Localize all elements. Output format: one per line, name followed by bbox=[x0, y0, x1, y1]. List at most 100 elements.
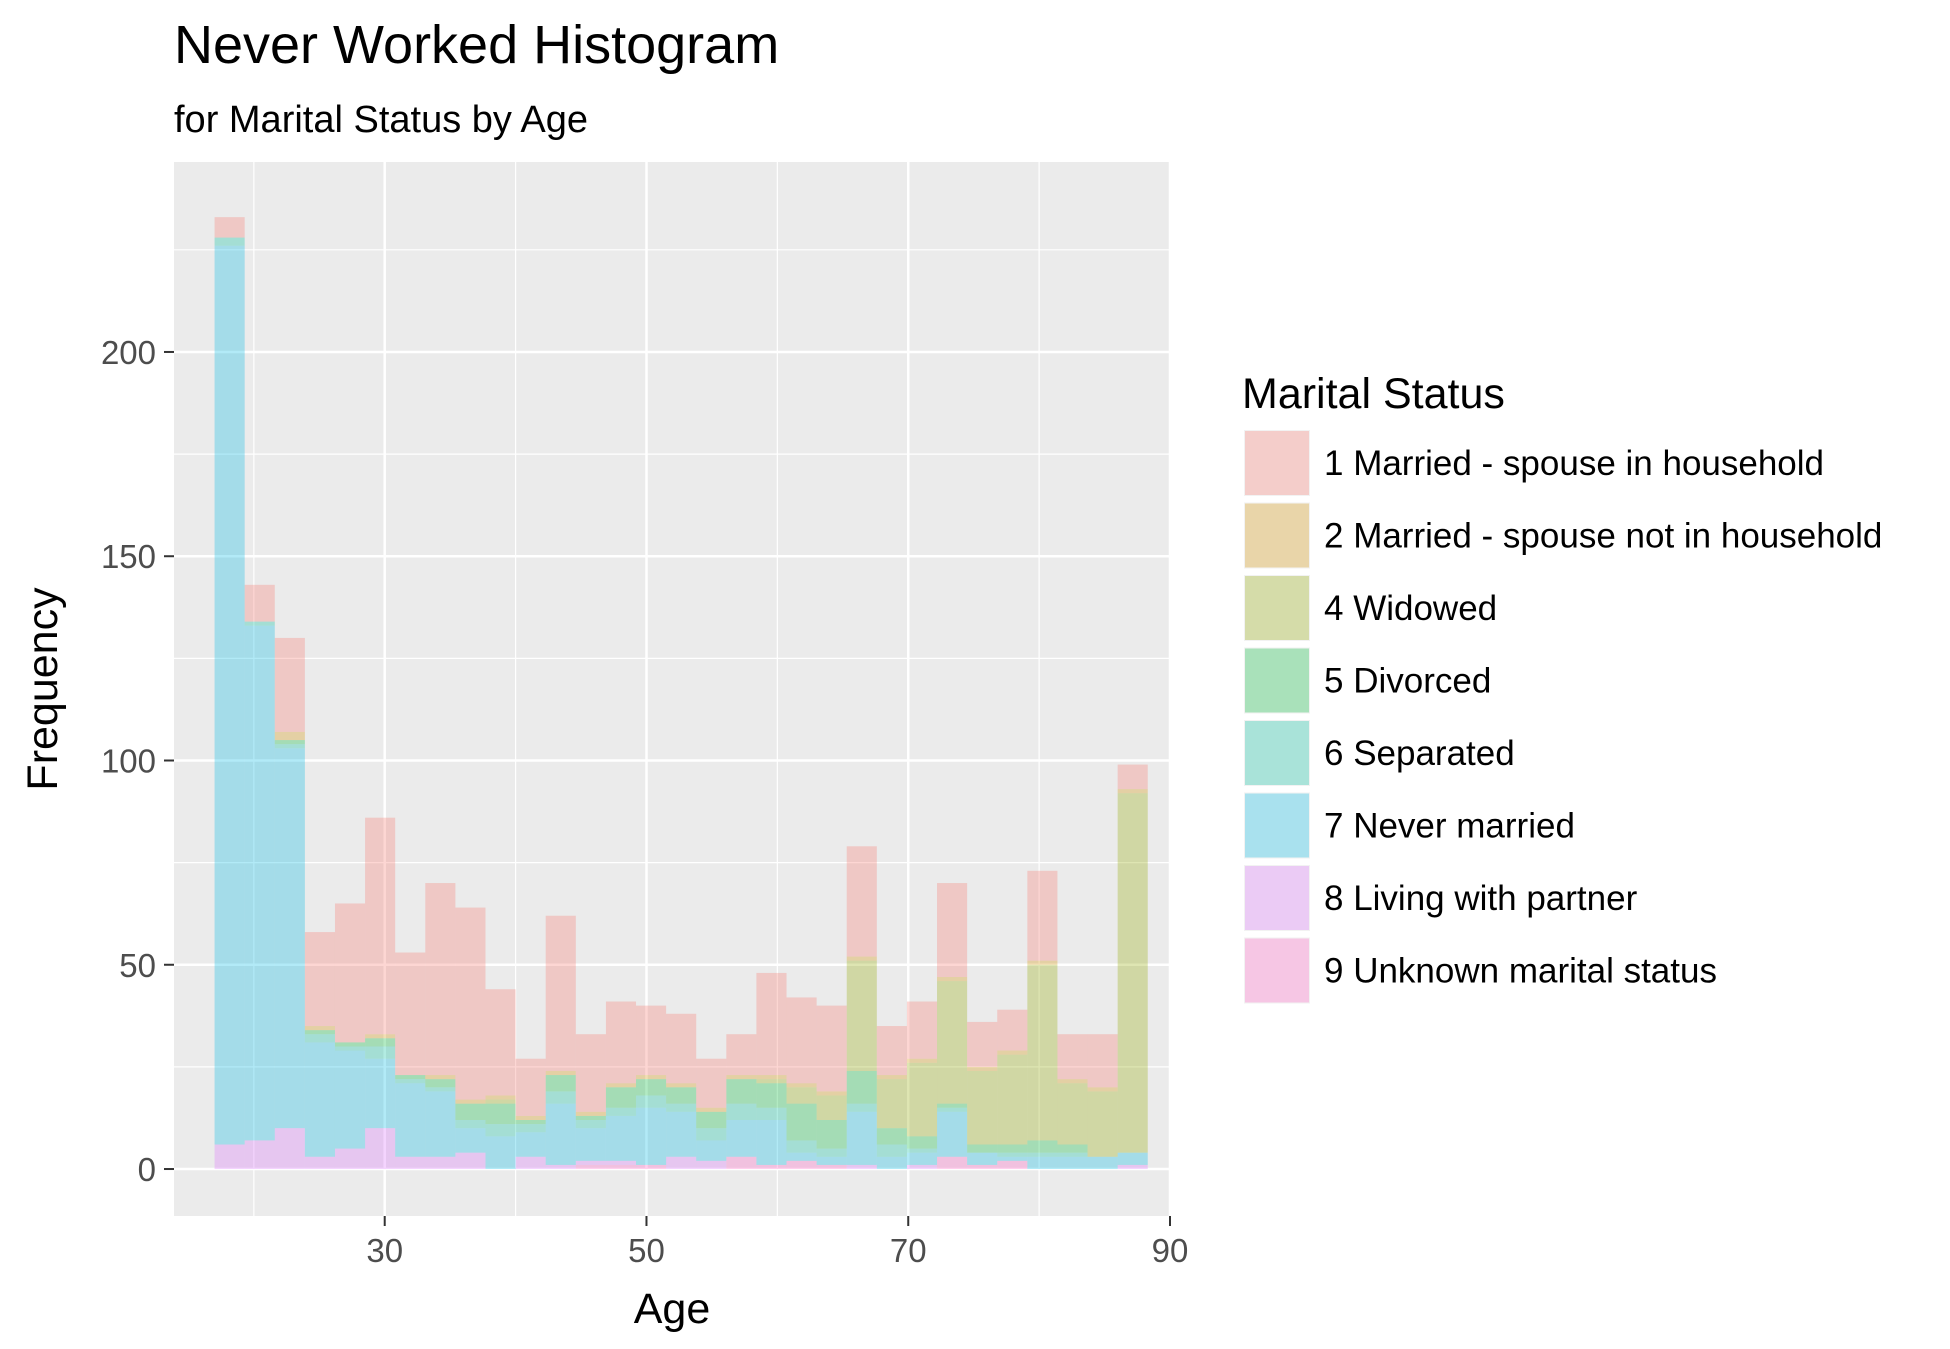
histogram-bar bbox=[696, 1107, 727, 1112]
histogram-bar bbox=[876, 1026, 907, 1076]
histogram-bar bbox=[545, 1103, 576, 1165]
histogram-bar bbox=[997, 1156, 1028, 1161]
histogram-bar bbox=[274, 637, 305, 732]
histogram-bar bbox=[304, 1042, 335, 1157]
y-tick-label: 0 bbox=[138, 1151, 156, 1188]
legend-key-background bbox=[1244, 502, 1310, 569]
histogram-bar bbox=[605, 1115, 637, 1161]
histogram-bar bbox=[455, 1119, 486, 1129]
x-tick-label: 70 bbox=[890, 1232, 927, 1269]
histogram-bar bbox=[515, 1119, 546, 1125]
histogram-bar bbox=[395, 1156, 426, 1170]
histogram-bar bbox=[937, 1103, 968, 1108]
histogram-bar bbox=[1027, 1140, 1058, 1153]
histogram-bar bbox=[545, 1070, 576, 1076]
histogram-bar bbox=[816, 1148, 847, 1157]
histogram-bar bbox=[876, 1079, 907, 1129]
histogram-bar bbox=[937, 883, 968, 978]
histogram-bar bbox=[756, 1119, 787, 1165]
chart-title: Never Worked Histogram bbox=[174, 15, 779, 75]
histogram-bar bbox=[967, 1164, 998, 1170]
histogram-bar bbox=[274, 748, 305, 1129]
legend-swatch bbox=[1245, 866, 1309, 930]
histogram-bar bbox=[997, 1050, 1028, 1055]
x-tick-label: 30 bbox=[366, 1232, 403, 1269]
histogram-bar bbox=[726, 1156, 757, 1170]
histogram-bar bbox=[997, 1009, 1028, 1051]
histogram-bar bbox=[605, 1087, 637, 1108]
histogram-bar bbox=[214, 1144, 245, 1170]
histogram-bar bbox=[365, 1128, 396, 1170]
legend-label: 2 Married - spouse not in household bbox=[1324, 517, 1882, 556]
y-tick-label: 100 bbox=[101, 742, 156, 779]
histogram-bar bbox=[244, 584, 275, 622]
histogram-bar bbox=[455, 1099, 486, 1104]
y-axis-title: Frequency bbox=[19, 587, 67, 791]
histogram-bar bbox=[515, 1058, 546, 1116]
histogram-bar bbox=[696, 1160, 727, 1170]
legend-key-background bbox=[1244, 430, 1310, 496]
histogram-bars bbox=[214, 217, 1148, 1170]
histogram-bar bbox=[485, 1124, 516, 1137]
histogram-bar bbox=[636, 1107, 667, 1165]
legend-swatch bbox=[1245, 503, 1309, 568]
histogram-bar bbox=[1027, 960, 1058, 965]
histogram-bar bbox=[425, 1087, 456, 1092]
histogram-bar bbox=[545, 1075, 576, 1092]
histogram-bar bbox=[876, 1144, 907, 1157]
histogram-bar bbox=[274, 740, 305, 745]
histogram-bar bbox=[395, 952, 426, 1076]
histogram-bar bbox=[485, 1103, 516, 1125]
legend-label: 9 Unknown marital status bbox=[1324, 952, 1717, 991]
x-tick-label: 90 bbox=[1152, 1232, 1189, 1269]
histogram-bar bbox=[515, 1132, 546, 1157]
histogram-bar bbox=[786, 1160, 817, 1170]
histogram-bar bbox=[997, 1160, 1028, 1170]
histogram-bar bbox=[636, 1164, 667, 1170]
histogram-bar bbox=[334, 1050, 366, 1149]
legend-title: Marital Status bbox=[1242, 370, 1505, 418]
legend-label: 8 Living with partner bbox=[1324, 879, 1638, 918]
histogram-bar bbox=[1087, 1087, 1118, 1092]
histogram-bar bbox=[1057, 1156, 1088, 1170]
histogram-bar bbox=[726, 1103, 757, 1120]
histogram-bar bbox=[1057, 1079, 1088, 1084]
histogram-bar bbox=[906, 1164, 938, 1170]
histogram-bar bbox=[636, 1095, 667, 1108]
grid-lines bbox=[174, 162, 1172, 1216]
histogram-bar bbox=[726, 1079, 757, 1104]
histogram-bar bbox=[696, 1140, 727, 1161]
histogram-bar bbox=[726, 1034, 757, 1076]
legend-key-background bbox=[1244, 937, 1310, 1004]
histogram-bar bbox=[816, 1095, 847, 1120]
histogram-bar bbox=[666, 1013, 697, 1084]
histogram-bar bbox=[1057, 1083, 1088, 1145]
histogram-bar bbox=[906, 1152, 938, 1165]
histogram-bar bbox=[636, 1005, 667, 1076]
x-axis-title: Age bbox=[634, 1285, 711, 1333]
histogram-bar bbox=[395, 1083, 426, 1157]
histogram-bar bbox=[425, 1075, 456, 1080]
histogram-bar bbox=[365, 1038, 396, 1047]
histogram-bar bbox=[997, 1054, 1028, 1145]
histogram-bar bbox=[455, 1128, 486, 1153]
histogram-bar bbox=[876, 1128, 907, 1145]
histogram-bar bbox=[545, 1091, 576, 1104]
histogram-bar bbox=[515, 1156, 546, 1170]
histogram-bar bbox=[696, 1128, 727, 1141]
histogram-bar bbox=[997, 1144, 1028, 1153]
histogram-bar bbox=[244, 625, 275, 1141]
histogram-bar bbox=[455, 1103, 486, 1120]
histogram-bar bbox=[1027, 1156, 1058, 1170]
histogram-bar bbox=[846, 846, 877, 957]
histogram-bar bbox=[545, 915, 576, 1071]
legend-label: 6 Separated bbox=[1324, 734, 1515, 773]
histogram-bar bbox=[1087, 1034, 1118, 1088]
histogram-bar bbox=[425, 1079, 456, 1088]
histogram-bar bbox=[846, 960, 877, 1071]
histogram-bar bbox=[726, 1119, 757, 1157]
histogram-bar bbox=[1087, 1091, 1118, 1157]
histogram-bar bbox=[274, 1128, 305, 1170]
histogram-bar bbox=[214, 217, 245, 238]
histogram-bar bbox=[1027, 870, 1058, 961]
